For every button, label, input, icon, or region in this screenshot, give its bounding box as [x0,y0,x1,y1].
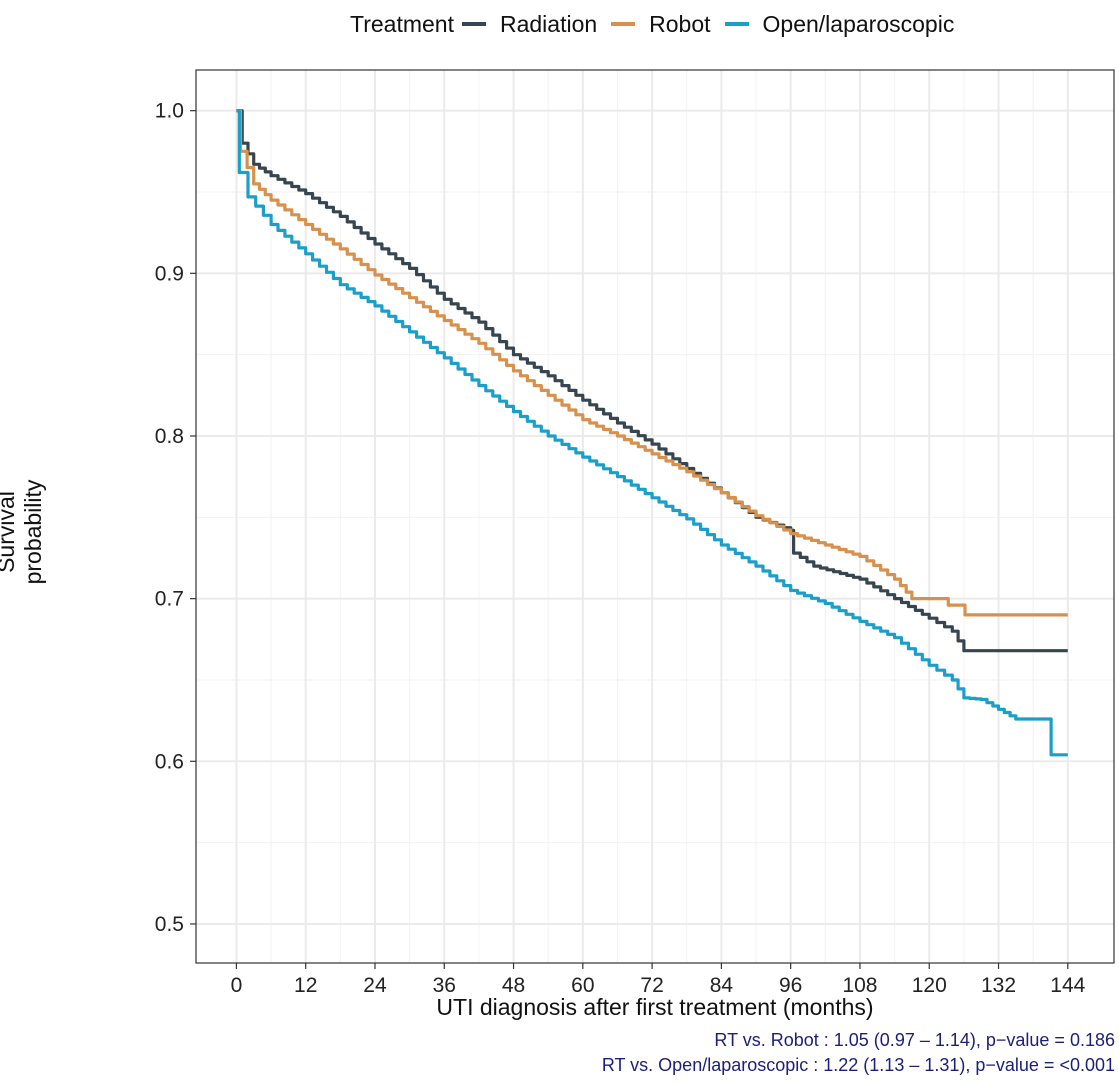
legend-label-open-laparoscopic: Open/laparoscopic [762,10,955,37]
legend-item-robot[interactable]: Robot [611,10,711,38]
series-line-robot [236,109,1068,617]
y-tick-label: 0.6 [155,750,184,773]
plot-panel-border [195,69,1115,964]
x-tick-label: 108 [842,974,877,997]
legend-label-robot: Robot [649,10,711,37]
minor-gridlines [196,70,1114,963]
x-tick-label: 60 [571,974,594,997]
x-tick-label: 84 [710,974,734,997]
series-line-radiation [236,109,1068,653]
legend-item-radiation[interactable]: Radiation [461,10,598,38]
x-tick-label: 0 [231,974,243,997]
x-tick-label: 48 [502,974,525,997]
series-line-open-laparoscopic [236,109,1068,757]
legend-label-radiation: Radiation [499,10,598,37]
major-gridlines [196,70,1114,963]
x-tick-label: 12 [294,974,317,997]
legend-swatch-open-laparoscopic [724,22,749,26]
x-tick-label: 36 [433,974,456,997]
x-tick-label: 144 [1050,974,1085,997]
legend-item-open-laparoscopic[interactable]: Open/laparoscopic [724,10,955,38]
annotation-rt-vs-robot: RT vs. Robot : 1.05 (0.97 – 1.14), p−val… [714,1030,1115,1050]
y-axis-label: Survival probability [0,479,46,585]
x-tick-label: 120 [912,974,947,997]
y-tick-label: 0.9 [155,262,184,285]
y-tick-label: 0.7 [155,588,184,611]
legend-swatch-robot [611,22,636,26]
y-axis-ticks: 0.5 0.6 0.7 0.8 0.9 1.0 [155,100,196,936]
y-tick-label: 0.8 [155,425,184,448]
legend: Treatment Radiation Robot Open/laparosco… [350,8,968,40]
annotation-rt-vs-open: RT vs. Open/laparoscopic : 1.22 (1.13 – … [601,1055,1115,1075]
x-tick-label: 132 [981,974,1016,997]
y-tick-label: 0.5 [155,913,184,936]
y-tick-label: 1.0 [155,100,184,123]
legend-swatch-radiation [461,22,486,26]
x-axis-label: UTI diagnosis after first treatment (mon… [436,994,874,1020]
legend-title: Treatment [350,10,454,37]
x-axis-ticks: 0 12 24 36 48 60 72 84 96 108 120 132 144 [231,963,1086,997]
x-tick-label: 96 [779,974,802,997]
x-tick-label: 24 [363,974,387,997]
series-layer [236,109,1068,757]
x-tick-label: 72 [640,974,663,997]
